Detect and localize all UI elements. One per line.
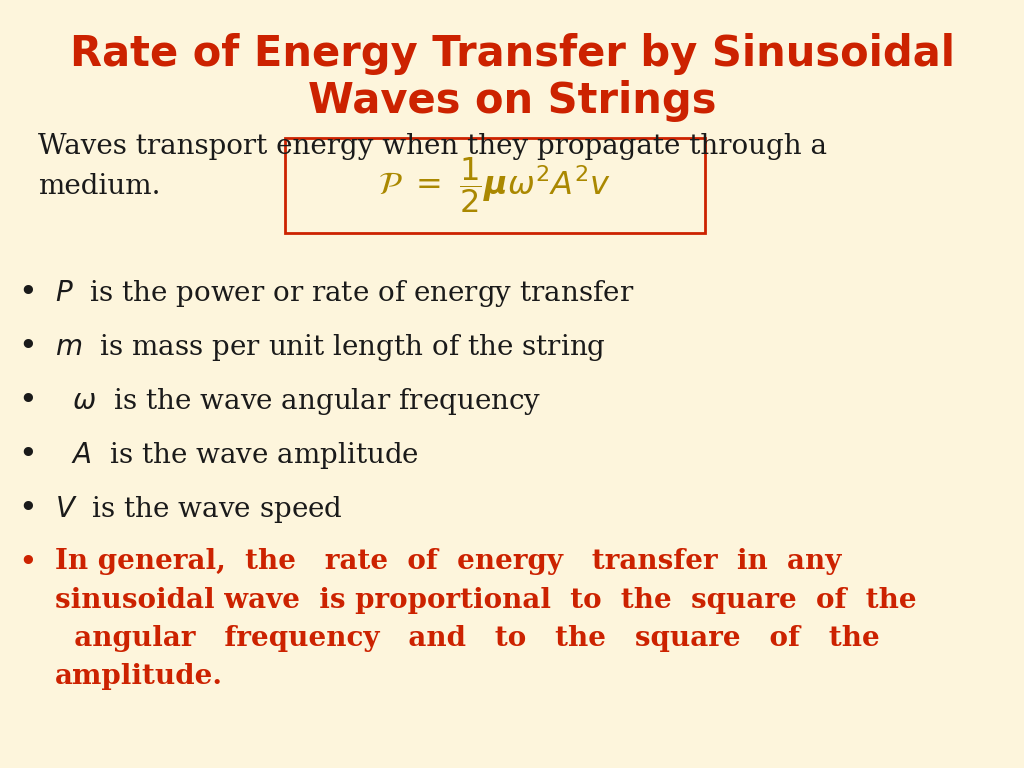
Text: Waves on Strings: Waves on Strings <box>308 80 716 122</box>
Text: •: • <box>18 494 37 525</box>
Text: •: • <box>18 386 37 417</box>
Text: $A$  is the wave amplitude: $A$ is the wave amplitude <box>55 440 419 471</box>
Text: •: • <box>18 548 37 579</box>
Bar <box>285 138 705 233</box>
Text: •: • <box>18 440 37 471</box>
Text: angular   frequency   and   to   the   square   of   the: angular frequency and to the square of t… <box>55 625 880 652</box>
Text: $\omega$  is the wave angular frequency: $\omega$ is the wave angular frequency <box>55 386 542 417</box>
Text: sinusoidal wave  is proportional  to  the  square  of  the: sinusoidal wave is proportional to the s… <box>55 587 916 614</box>
Text: •: • <box>18 332 37 363</box>
Text: In general,  the   rate  of  energy   transfer  in  any: In general, the rate of energy transfer … <box>55 548 842 575</box>
Text: Waves transport energy when they propagate through a: Waves transport energy when they propaga… <box>38 133 827 160</box>
Text: $P$  is the power or rate of energy transfer: $P$ is the power or rate of energy trans… <box>55 278 635 309</box>
Text: •: • <box>18 278 37 309</box>
Text: amplitude.: amplitude. <box>55 664 223 690</box>
Text: $\mathcal{P}\ =\ \dfrac{1}{2}\boldsymbol{\mu\omega^2} A^2 v$: $\mathcal{P}\ =\ \dfrac{1}{2}\boldsymbol… <box>378 155 611 216</box>
Text: $m$  is mass per unit length of the string: $m$ is mass per unit length of the strin… <box>55 332 606 363</box>
Text: medium.: medium. <box>38 173 161 200</box>
Text: $V$  is the wave speed: $V$ is the wave speed <box>55 494 343 525</box>
Text: Rate of Energy Transfer by Sinusoidal: Rate of Energy Transfer by Sinusoidal <box>70 33 954 75</box>
